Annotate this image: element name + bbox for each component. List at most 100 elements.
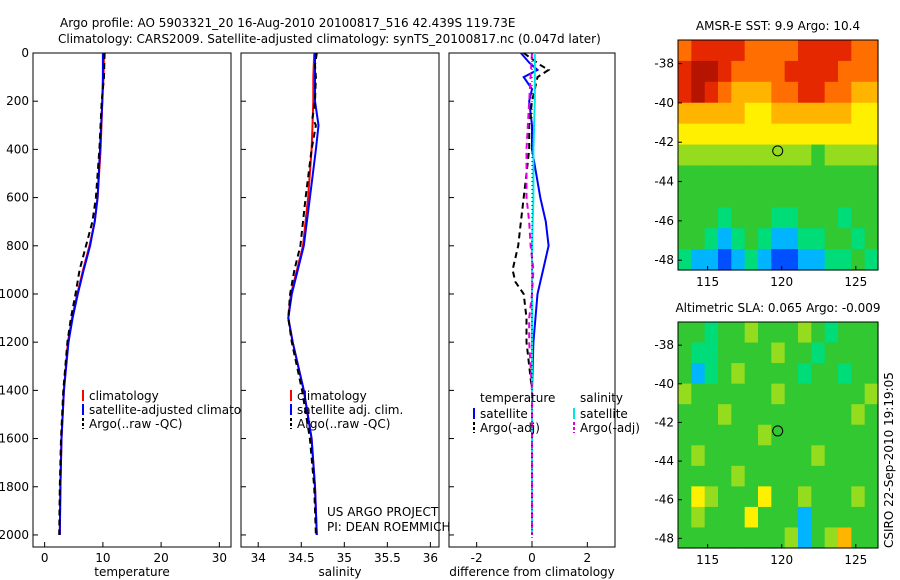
legend-header: temperature [480,391,555,405]
heatmap-cell [838,40,852,62]
heatmap-cell [744,81,759,104]
y-tick-label: -40 [654,377,674,391]
heatmap-cell [798,445,812,467]
heatmap-cell [744,186,759,208]
legend-label: Argo(..raw -QC) [89,417,182,431]
argo-location-marker [772,145,784,157]
y-tick-label: 600 [6,191,29,205]
pi-label: PI: DEAN ROEMMICH [327,520,450,534]
heatmap-cell [678,81,692,104]
figure-title-line2: Climatology: CARS2009. Satellite-adjuste… [58,32,601,46]
heatmap-cell [758,424,772,446]
heatmap-cell [691,383,706,405]
heatmap-cell [744,363,759,385]
legend-label: satellite [580,407,628,421]
heatmap-cell [771,506,786,529]
heatmap-cell [798,383,812,405]
legend-label: Argo(-adj) [580,421,640,435]
heatmap-cell [824,102,839,125]
heatmap-cell [731,506,746,529]
heatmap-cell [678,506,692,529]
heatmap-cell [784,144,799,167]
heatmap-cell [718,465,732,487]
heatmap-cell [731,40,746,62]
heatmap-cell [798,363,812,385]
heatmap-cell [678,363,692,385]
heatmap-cell [744,527,759,549]
heatmap-cell [704,249,719,271]
heatmap-cell [811,144,826,167]
heatmap-cell [758,465,772,487]
heatmap-cell [691,404,706,426]
heatmap-cell [864,383,879,405]
heatmap-cell [704,81,719,104]
heatmap-cell [851,102,866,125]
y-tick-label: -48 [654,253,674,267]
heatmap-cell [771,465,786,487]
heatmap-cell [798,322,812,344]
heatmap-cell [678,424,692,446]
heatmap-cell [731,404,746,426]
heatmap-cell [718,527,732,549]
heatmap-cell [704,228,719,250]
y-tick-label: 1000 [0,287,29,301]
heatmap-cell [678,249,692,271]
heatmap-cell [718,404,732,426]
heatmap-cell [718,506,732,529]
legend-label: Argo(-adj) [480,421,540,435]
heatmap-cell [771,363,786,385]
heatmap-cell [718,445,732,467]
heatmap-cell [691,342,706,364]
heatmap-cell [798,424,812,446]
heatmap-cell [811,445,826,467]
heatmap-cell [864,40,879,62]
heatmap-cell [691,424,706,446]
heatmap-cell [691,363,706,385]
heatmap-cell [851,186,866,208]
heatmap-cell [718,165,732,187]
y-tick-label: 1200 [0,335,29,349]
heatmap-cell [798,165,812,187]
heatmap-cell [758,186,772,208]
x-tick-label: 2 [584,551,592,565]
series-line-satellite-adj-clim- [287,53,320,536]
heatmap-cell [784,424,799,446]
heatmap-cell [851,228,866,250]
heatmap-cell [851,207,866,229]
heatmap-cell [744,342,759,364]
heatmap-cell [731,363,746,385]
heatmap-cell [678,527,692,549]
heatmap-cell [704,123,719,146]
heatmap-cell [731,81,746,104]
heatmap-cell [838,81,852,104]
y-tick-label: 0 [21,46,29,60]
heatmap-cell [731,144,746,167]
heatmap-cell [678,102,692,125]
heatmap-cell [758,506,772,529]
heatmap-cell [691,228,706,250]
x-tick-label: 0 [41,551,49,565]
heatmap-cell [771,165,786,187]
heatmap-cell [704,527,719,549]
y-tick-label: -46 [654,493,674,507]
heatmap-cell [744,465,759,487]
heatmap-cell [811,506,826,529]
heatmap-cell [784,165,799,187]
heatmap-cell [864,186,879,208]
heatmap-cell [731,342,746,364]
heatmap-cell [864,60,879,83]
heatmap-cell [798,465,812,487]
heatmap-cell [704,165,719,187]
heatmap-cell [718,123,732,146]
heatmap-cell [798,486,812,508]
heatmap-cell [758,342,772,364]
heatmap-cell [824,123,839,146]
heatmap-cell [691,60,706,83]
heatmap-cell [864,342,879,364]
heatmap-cell [758,60,772,83]
heatmap-cell [798,207,812,229]
sst-map-panel: AMSR-E SST: 9.9 Argo: 10.4 115 120 125 -38 -4… [654,19,879,289]
heatmap-cell [824,144,839,167]
map-title: AMSR-E SST: 9.9 Argo: 10.4 [696,19,860,33]
